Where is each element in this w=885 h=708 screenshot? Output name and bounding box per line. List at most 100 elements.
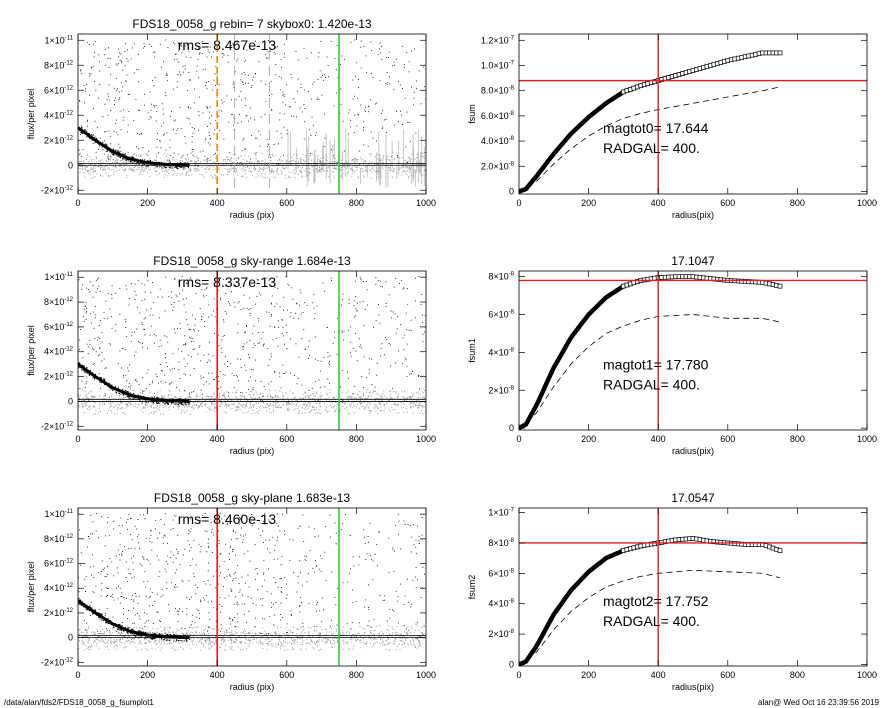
scatter-point bbox=[314, 134, 316, 136]
scatter-point bbox=[153, 105, 155, 107]
scatter-point bbox=[319, 610, 321, 612]
profile-point bbox=[145, 161, 147, 163]
noise-point bbox=[406, 174, 408, 176]
scatter-point bbox=[378, 314, 380, 316]
noise-point bbox=[262, 176, 264, 178]
noise-point bbox=[227, 173, 229, 175]
noise-point bbox=[155, 407, 157, 409]
scatter-point bbox=[280, 602, 282, 604]
scatter-point bbox=[272, 155, 274, 157]
noise-point bbox=[112, 159, 114, 161]
noise-point bbox=[254, 167, 256, 169]
scatter-point bbox=[139, 312, 141, 314]
noise-point bbox=[187, 171, 189, 173]
scatter-point bbox=[423, 625, 425, 627]
scatter-point bbox=[249, 297, 251, 299]
noise-point bbox=[260, 399, 262, 401]
profile-point bbox=[177, 167, 179, 170]
profile-point bbox=[127, 158, 129, 160]
noise-point bbox=[228, 158, 230, 160]
scatter-point bbox=[277, 558, 279, 560]
scatter-point bbox=[122, 86, 124, 88]
scatter-point bbox=[170, 382, 172, 384]
y-tick-label: 2×10-8 bbox=[488, 385, 514, 395]
scatter-point bbox=[249, 313, 251, 314]
noise-point bbox=[81, 406, 83, 408]
noise-point bbox=[103, 395, 105, 397]
noise-point bbox=[143, 406, 145, 408]
noise-point bbox=[78, 394, 80, 396]
scatter-point bbox=[88, 605, 90, 607]
scatter-point bbox=[165, 571, 167, 573]
scatter-point bbox=[356, 360, 358, 362]
noise-point bbox=[296, 403, 298, 405]
noise-point bbox=[314, 395, 316, 397]
noise-point bbox=[239, 395, 241, 397]
scatter-point bbox=[115, 78, 117, 80]
noise-point bbox=[123, 162, 125, 164]
scatter-point bbox=[241, 73, 243, 75]
noise-point bbox=[165, 168, 167, 170]
noise-point bbox=[186, 404, 188, 406]
noise-point bbox=[109, 399, 111, 401]
scatter-point bbox=[202, 313, 204, 315]
noise-point bbox=[221, 401, 223, 403]
scatter-point bbox=[279, 372, 280, 374]
noise-point bbox=[87, 406, 89, 408]
noise-point bbox=[389, 390, 391, 392]
noise-point bbox=[218, 168, 220, 170]
scatter-point bbox=[275, 399, 277, 401]
noise-point bbox=[267, 167, 269, 169]
scatter-point bbox=[300, 83, 302, 85]
scatter-point bbox=[243, 343, 245, 345]
profile-point bbox=[101, 378, 103, 381]
scatter-point bbox=[353, 305, 355, 307]
noise-point bbox=[407, 177, 409, 179]
scatter-point bbox=[358, 564, 360, 566]
noise-point bbox=[346, 398, 348, 400]
noise-point bbox=[170, 405, 172, 407]
profile-point bbox=[149, 160, 151, 162]
scatter-point bbox=[369, 522, 371, 524]
noise-point bbox=[407, 160, 409, 162]
noise-point bbox=[422, 156, 424, 158]
scatter-point bbox=[244, 331, 246, 333]
scatter-point bbox=[120, 394, 122, 396]
noise-point bbox=[262, 395, 264, 397]
noise-point bbox=[218, 163, 220, 165]
noise-point bbox=[256, 411, 258, 413]
noise-point bbox=[304, 160, 306, 162]
scatter-point bbox=[361, 376, 363, 378]
scatter-point bbox=[418, 70, 420, 72]
scatter-point bbox=[118, 554, 120, 556]
noise-point bbox=[268, 405, 270, 407]
scatter-point bbox=[206, 286, 208, 288]
scatter-point bbox=[290, 73, 292, 75]
scatter-point bbox=[196, 65, 198, 67]
noise-point bbox=[367, 406, 369, 408]
scatter-point bbox=[191, 391, 193, 393]
scatter-point bbox=[184, 344, 186, 345]
scatter-point bbox=[282, 95, 284, 97]
scatter-point bbox=[233, 375, 235, 376]
noise-point bbox=[167, 175, 169, 177]
profile-point bbox=[129, 161, 132, 163]
noise-point bbox=[141, 166, 143, 168]
scatter-point bbox=[302, 514, 304, 516]
noise-point bbox=[81, 165, 83, 167]
noise-point bbox=[408, 404, 410, 406]
noise-point bbox=[367, 395, 369, 397]
scatter-point bbox=[206, 88, 208, 90]
scatter-point bbox=[144, 45, 146, 47]
scatter-point bbox=[393, 88, 395, 90]
scatter-point bbox=[207, 626, 209, 628]
profile-point bbox=[157, 402, 159, 404]
scatter-point bbox=[211, 372, 213, 374]
noise-point bbox=[155, 171, 157, 173]
scatter-point bbox=[342, 293, 344, 295]
noise-point bbox=[226, 404, 228, 406]
noise-point bbox=[295, 408, 297, 410]
scatter-point bbox=[251, 135, 253, 137]
scatter-point bbox=[331, 149, 333, 151]
noise-point bbox=[400, 167, 402, 169]
